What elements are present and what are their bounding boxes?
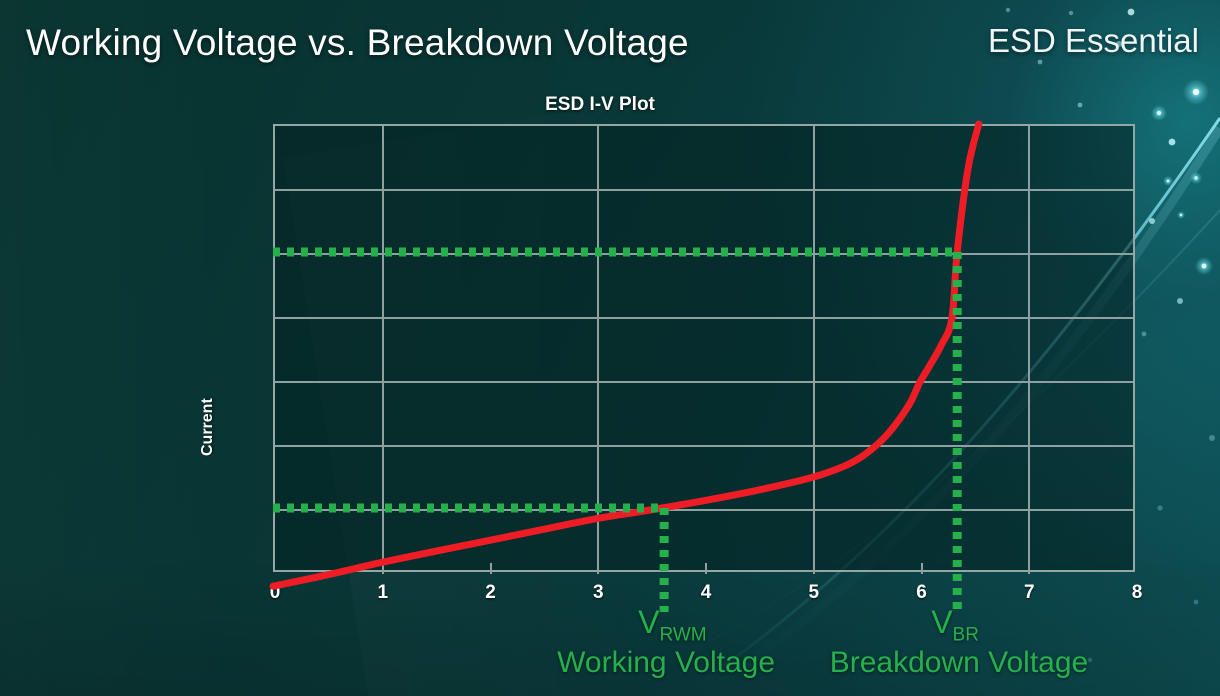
x-tick-mark <box>489 563 492 574</box>
x-tick-mark <box>812 563 815 574</box>
marker-label-vbr: Breakdown Voltage <box>829 646 1089 679</box>
marker-symbol-subscript: RWM <box>659 624 707 646</box>
x-tick-label: 2 <box>485 582 496 603</box>
gridline-vertical <box>812 126 815 570</box>
marker-symbol-base: V <box>931 604 953 640</box>
gridline-horizontal <box>275 381 1133 383</box>
x-tick-label: 8 <box>1131 582 1143 603</box>
y-axis-label: Current <box>199 398 216 456</box>
gridline-horizontal <box>275 189 1133 191</box>
slide-title: Working Voltage vs. Breakdown Voltage <box>26 22 689 63</box>
x-tick-label: 5 <box>808 582 820 603</box>
gridline-vertical <box>1028 126 1031 570</box>
deck-label: ESD Essential <box>988 22 1199 59</box>
plot-area: 100mA10mA1mA0.1mA1uA0.1uA10nA 012345678 … <box>199 120 1142 612</box>
iv-curve <box>269 120 983 590</box>
marker-label-vrwm: Working Voltage <box>557 646 776 679</box>
marker-symbol-vrwm: VRWM <box>638 604 706 646</box>
x-tick-label: 7 <box>1023 582 1035 603</box>
gridline-horizontal <box>275 253 1133 255</box>
marker-symbol-base: V <box>638 604 660 640</box>
x-tick-label: 0 <box>269 582 281 603</box>
marker-dotted-lines <box>273 247 962 612</box>
gridline-vertical <box>381 126 384 570</box>
x-tick-mark <box>1028 563 1031 574</box>
chart-title: ESD I-V Plot <box>545 94 655 115</box>
iv-curve-layer <box>269 120 983 612</box>
x-tick-label: 4 <box>700 582 712 603</box>
x-tick-label: 3 <box>592 582 604 603</box>
x-tick-mark <box>381 563 384 574</box>
gridline-horizontal <box>275 445 1133 447</box>
x-tick-mark <box>705 563 707 574</box>
x-tick-mark <box>597 563 600 574</box>
gridline-horizontal <box>275 317 1133 319</box>
x-tick-label: 6 <box>916 582 927 603</box>
chart-title-row: ESD I-V Plot <box>0 94 1220 116</box>
marker-symbol-vbr: VBR <box>931 604 979 646</box>
gridline-horizontal <box>275 509 1133 511</box>
marker-symbol-subscript: BR <box>952 624 979 646</box>
x-tick-label: 1 <box>377 582 389 603</box>
x-tick-mark <box>920 563 923 574</box>
gridline-vertical <box>597 126 600 570</box>
